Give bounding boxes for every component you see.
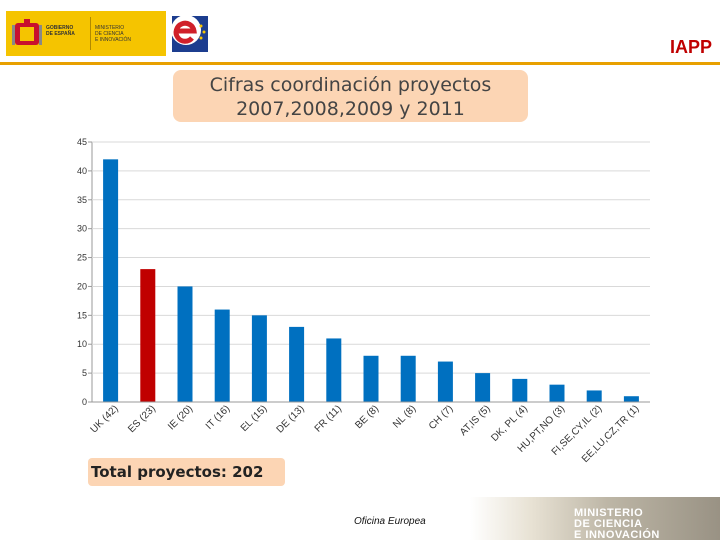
y-tick-label: 30 xyxy=(77,224,87,234)
x-tick-label: IE (20) xyxy=(166,403,195,432)
bar-chart: 0 5 10 15 20 25 30 35 40 45 UK (42) ES (23) IE (20) I… xyxy=(77,137,650,465)
x-tick-label: AT,IS (5) xyxy=(458,403,493,438)
footer-brand-line-3: E INNOVACIÓN xyxy=(574,529,660,541)
bar xyxy=(512,378,528,402)
y-tick-label: 40 xyxy=(77,166,87,176)
iapp-label: IAPP xyxy=(669,37,712,57)
x-tick-label: UK (42) xyxy=(89,403,121,435)
gobierno-text: GOBIERNO DE ESPAÑA xyxy=(46,25,75,37)
bar xyxy=(475,373,491,402)
x-tick-label: NL (8) xyxy=(391,403,418,430)
x-tick-label: IT (16) xyxy=(204,403,232,431)
bar xyxy=(103,159,119,402)
ministry-text: MINISTERIO DE CIENCIA E INNOVACIÓN xyxy=(95,25,132,43)
bar xyxy=(437,361,453,402)
header-rule xyxy=(0,62,720,65)
bar xyxy=(289,326,305,402)
y-tick-label: 25 xyxy=(77,253,87,263)
bar xyxy=(586,390,602,402)
logo-divider xyxy=(90,17,91,50)
footer-band xyxy=(470,497,720,540)
x-tick-label: BE (8) xyxy=(353,403,381,431)
x-tick-label: FR (11) xyxy=(313,403,344,434)
gobierno-ministerio-logo: GOBIERNO DE ESPAÑA MINISTERIO DE CIENCIA… xyxy=(6,11,166,56)
chart-title: Cifras coordinación proyectos 2007,2008,… xyxy=(173,70,528,122)
x-tick-label: EL (15) xyxy=(239,403,270,434)
x-tick-label: DE (13) xyxy=(275,403,307,435)
bar xyxy=(214,309,230,402)
y-tick-label: 35 xyxy=(77,195,87,205)
bar xyxy=(623,396,639,402)
bar xyxy=(177,286,193,402)
header: GOBIERNO DE ESPAÑA MINISTERIO DE CIENCIA… xyxy=(0,0,720,62)
y-tick-label: 45 xyxy=(77,137,87,147)
x-tick-label: ES (23) xyxy=(126,403,158,435)
bar xyxy=(363,355,379,402)
bar xyxy=(400,355,416,402)
e-logo-icon xyxy=(171,15,208,52)
footer-ministry-brand: MINISTERIO DE CIENCIA E INNOVACIÓN xyxy=(574,508,714,541)
x-tick-label: CH (7) xyxy=(427,403,456,432)
footer-brand-line-1: MINISTERIO xyxy=(574,507,644,519)
chart-title-line-1: Cifras coordinación proyectos xyxy=(209,74,492,96)
y-tick-label: 20 xyxy=(77,281,87,291)
spain-crest-icon xyxy=(12,19,42,45)
bar xyxy=(549,384,565,402)
chart-title-line-2: 2007,2008,2009 y 2011 xyxy=(236,98,465,120)
y-tick-label: 10 xyxy=(77,339,87,349)
bar xyxy=(140,269,156,402)
y-tick-label: 5 xyxy=(82,368,87,378)
y-tick-label: 0 xyxy=(82,397,87,407)
total-projects-label: Total proyectos: 202 xyxy=(88,458,285,486)
footer-office-text: Oficina Europea xyxy=(354,516,426,527)
footer-brand-line-2: DE CIENCIA xyxy=(574,518,643,530)
y-tick-label: 15 xyxy=(77,310,87,320)
bar xyxy=(251,315,267,402)
bar xyxy=(326,338,342,402)
